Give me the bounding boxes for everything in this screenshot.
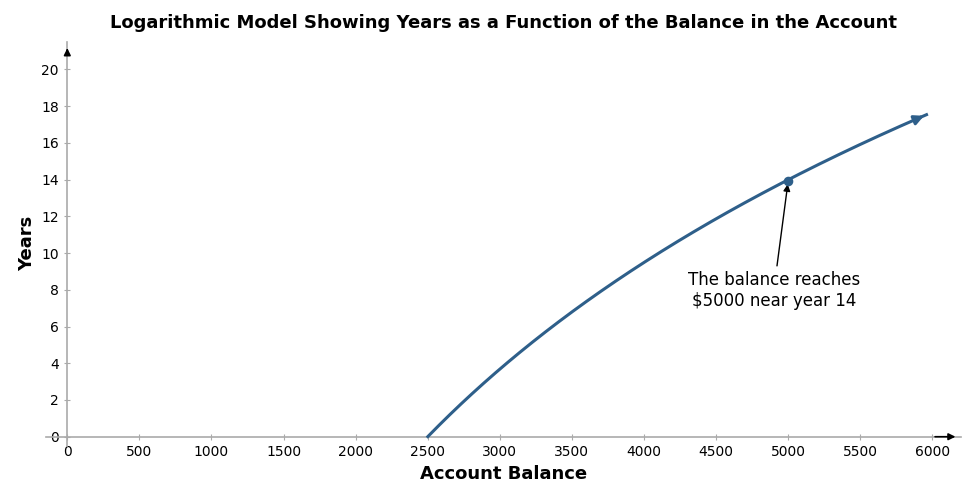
X-axis label: Account Balance: Account Balance: [420, 465, 587, 483]
Title: Logarithmic Model Showing Years as a Function of the Balance in the Account: Logarithmic Model Showing Years as a Fun…: [110, 14, 897, 32]
Point: [780, 177, 796, 185]
Text: The balance reaches
$5000 near year 14: The balance reaches $5000 near year 14: [687, 186, 860, 310]
Y-axis label: Years: Years: [18, 216, 36, 271]
